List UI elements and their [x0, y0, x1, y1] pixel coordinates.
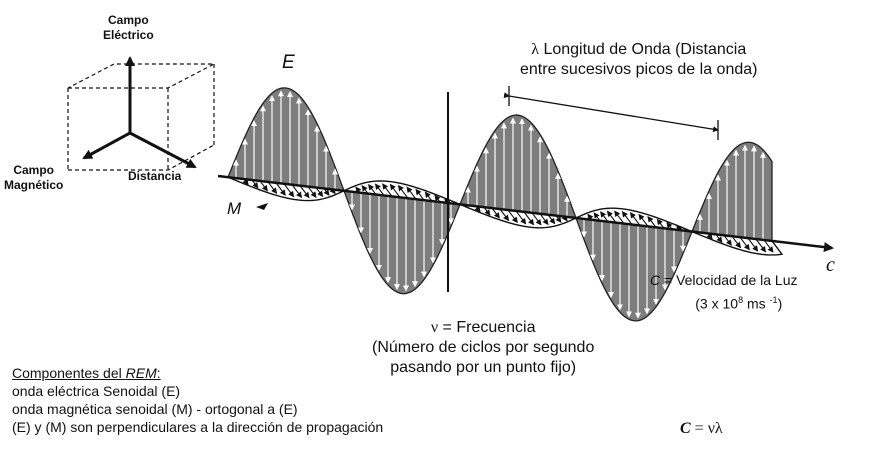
- magnetic-axis-arrow: [82, 131, 131, 160]
- electric-field-label-line1: Campo: [108, 13, 149, 27]
- speed-close: ): [777, 295, 783, 312]
- components-title-em: REM: [125, 365, 157, 381]
- lambda-symbol: λ: [531, 41, 539, 58]
- electric-wave: [227, 87, 773, 322]
- frequency-title: = Frecuencia: [442, 319, 536, 336]
- electric-field-label: Campo Eléctrico: [103, 13, 154, 43]
- speed-unit-exponent: -1: [769, 295, 778, 305]
- e-lobe-4: [691, 141, 773, 242]
- speed-line1: C = Velocidad de la Luz: [650, 270, 798, 290]
- axes-cube: [67, 63, 215, 171]
- wavelength-arrow: [503, 92, 719, 133]
- speed-value-prefix: (3 x 10: [695, 295, 739, 312]
- components-item-1: onda eléctrica Senoidal (E): [12, 383, 181, 399]
- speed-exponent: 8: [738, 295, 744, 305]
- speed-unit: ms: [746, 295, 766, 312]
- distance-label: Distancia: [128, 169, 182, 183]
- distance-axis-arrow: [129, 131, 197, 169]
- formula: C = νλ: [680, 420, 723, 438]
- wavelength-text-2: entre sucesivos picos de la onda): [520, 61, 758, 78]
- formula-lhs: C: [680, 420, 691, 437]
- wavelength-label: λ Longitud de Onda (Distancia entre suce…: [520, 40, 757, 80]
- frequency-line1: ν = Frecuencia: [372, 318, 594, 338]
- frequency-label: ν = Frecuencia (Número de ciclos por seg…: [372, 318, 594, 378]
- components-item-3: (E) y (M) son perpendiculares a la direc…: [12, 419, 384, 435]
- nu-symbol: ν: [430, 319, 439, 336]
- m-small-arrow-icon: [256, 203, 268, 210]
- speed-c-symbol: C: [650, 272, 661, 288]
- magnetic-field-label-line2: Magnético: [4, 178, 64, 192]
- e-wave-label: E: [282, 52, 295, 73]
- frequency-line3: pasando por un punto fijo): [390, 359, 577, 376]
- components-block: Componentes del REM: onda eléctrica Seno…: [12, 364, 383, 436]
- magnetic-field-label: Campo Magnético: [4, 163, 63, 193]
- components-title: Componentes del REM:: [12, 364, 383, 382]
- components-title-suffix: :: [156, 365, 161, 381]
- propagation-axis-arrow: [217, 174, 834, 253]
- c-axis-label: c: [826, 254, 835, 276]
- components-title-prefix: Componentes del: [12, 365, 126, 381]
- axes-arrows: [82, 56, 197, 169]
- components-item-2: onda magnética senoidal (M) - ortogonal …: [12, 401, 298, 417]
- wavelength-text-1: Longitud de Onda (Distancia: [543, 41, 747, 58]
- m-wave-label: M: [227, 199, 242, 218]
- magnetic-field-label-line1: Campo: [13, 163, 54, 177]
- formula-rhs: = νλ: [690, 420, 723, 437]
- speed-text: = Velocidad de la Luz: [664, 272, 798, 288]
- speed-value: (3 x 108 ms -1): [650, 290, 798, 314]
- frequency-line2: (Número de ciclos por segundo: [372, 339, 595, 356]
- electric-field-label-line2: Eléctrico: [103, 28, 154, 42]
- wavelength-label-line1: λ Longitud de Onda (Distancia: [520, 40, 757, 60]
- speed-of-light-label: C = Velocidad de la Luz (3 x 108 ms -1): [650, 270, 798, 314]
